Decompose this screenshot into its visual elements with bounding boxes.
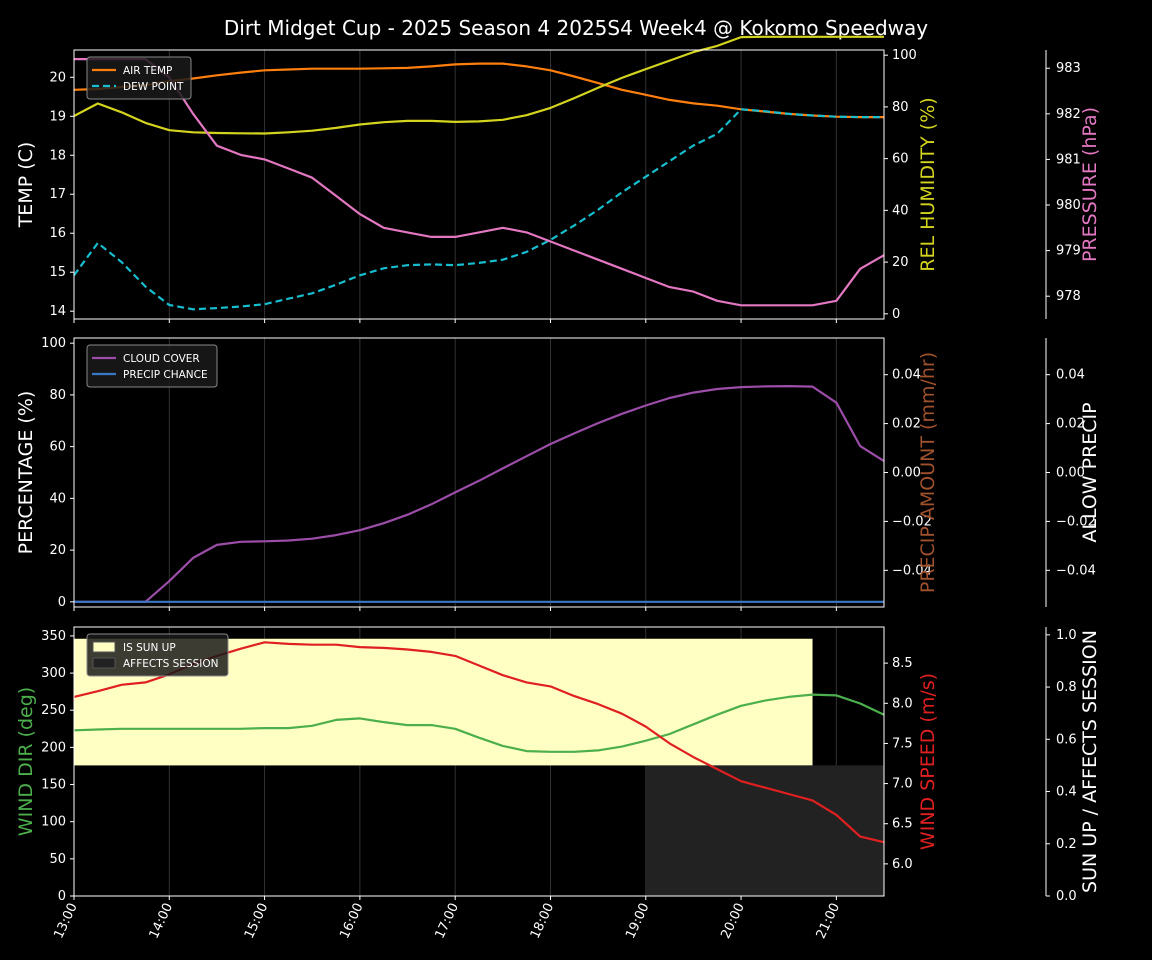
left-tick-label: 60 bbox=[49, 440, 66, 455]
panel-precip: 0 20 40 60 80 100 −0.04 −0.02 0.00 0.02 0.04 −0.04 −… bbox=[15, 336, 1101, 611]
left-tick-label: 150 bbox=[41, 778, 66, 793]
legend-swatch bbox=[92, 657, 116, 669]
legend: CLOUD COVER PRECIP CHANCE bbox=[86, 344, 218, 388]
right2-axis-label: PRESSURE (hPa) bbox=[1079, 107, 1101, 262]
legend-label: DEW POINT bbox=[123, 81, 184, 93]
right-axis-label: PRECIP AMOUNT (mm/hr) bbox=[917, 352, 939, 593]
right2-axis-label: ALLOW PRECIP bbox=[1079, 402, 1101, 542]
left-tick-label: 300 bbox=[41, 666, 66, 681]
right2-axis-label: SUN UP / AFFECTS SESSION bbox=[1079, 630, 1101, 893]
plot-frame bbox=[73, 626, 885, 897]
left-axis-label: TEMP (C) bbox=[15, 142, 37, 229]
right2-tick-label: 0.00 bbox=[1056, 466, 1085, 481]
series-dew-point bbox=[73, 108, 884, 311]
right-tick-label: 7.5 bbox=[892, 736, 913, 751]
right2-tick-label: 0.8 bbox=[1056, 680, 1077, 695]
right-tick-label: 6.0 bbox=[892, 857, 913, 872]
left-tick-label: 19 bbox=[49, 109, 66, 124]
series-pressure bbox=[74, 57, 885, 307]
right-tick-label: 0 bbox=[892, 307, 900, 322]
series-wind-dir bbox=[73, 693, 885, 753]
legend-label: PRECIP CHANCE bbox=[123, 369, 208, 381]
left-tick-label: 100 bbox=[41, 815, 66, 830]
left-tick-label: 40 bbox=[49, 491, 66, 506]
series-rel-humidity bbox=[73, 35, 884, 135]
right2-tick-label: 981 bbox=[1056, 152, 1081, 167]
right2-tick-label: 979 bbox=[1056, 244, 1081, 259]
legend-label: AIR TEMP bbox=[123, 65, 172, 77]
right-tick-label: 7.0 bbox=[892, 777, 913, 792]
legend-box bbox=[86, 633, 229, 677]
right-tick-label: −0.04 bbox=[892, 563, 932, 578]
right-tick-label: 100 bbox=[892, 48, 917, 63]
left-tick-label: 20 bbox=[49, 543, 66, 558]
right2-tick-label: 0.6 bbox=[1056, 732, 1077, 747]
right-tick-label: 0.00 bbox=[892, 466, 921, 481]
left-tick-label: 350 bbox=[41, 629, 66, 644]
right2-tick-label: −0.02 bbox=[1056, 514, 1096, 529]
left-tick-label: 0 bbox=[58, 889, 66, 904]
right-tick-label: 20 bbox=[892, 255, 909, 270]
legend: AIR TEMP DEW POINT bbox=[86, 56, 192, 100]
right2-tick-label: 0.4 bbox=[1056, 785, 1077, 800]
left-tick-label: 14 bbox=[49, 304, 66, 319]
right-tick-label: 0.02 bbox=[892, 417, 921, 432]
right2-tick-label: −0.04 bbox=[1056, 563, 1096, 578]
right2-tick-label: 983 bbox=[1056, 61, 1081, 76]
right-axis-label: REL HUMIDITY (%) bbox=[917, 97, 939, 271]
left-tick-label: 0 bbox=[58, 595, 66, 610]
band-affects-session bbox=[645, 765, 884, 896]
legend-label: AFFECTS SESSION bbox=[123, 658, 219, 670]
legend: IS SUN UP AFFECTS SESSION bbox=[86, 633, 229, 677]
left-tick-label: 16 bbox=[49, 226, 66, 241]
left-axis-label: PERCENTAGE (%) bbox=[15, 391, 37, 555]
legend-label: CLOUD COVER bbox=[123, 353, 200, 365]
panel-wind: 0 50 100 150 200 250 300 350 6.0 6.5 7.0 7.5 8.0 8.5 0… bbox=[15, 626, 1101, 941]
right2-tick-label: 980 bbox=[1056, 198, 1081, 213]
legend-swatch bbox=[92, 641, 116, 653]
right-tick-label: 80 bbox=[892, 100, 909, 115]
series-cloud-cover bbox=[74, 385, 885, 603]
left-tick-label: 100 bbox=[41, 336, 66, 351]
legend-box bbox=[86, 344, 218, 388]
right2-tick-label: 0.02 bbox=[1056, 417, 1085, 432]
legend-box bbox=[86, 56, 192, 100]
right-tick-label: 40 bbox=[892, 203, 909, 218]
left-tick-label: 80 bbox=[49, 388, 66, 403]
right-tick-label: 8.5 bbox=[892, 656, 913, 671]
right2-tick-label: 978 bbox=[1056, 289, 1081, 304]
right-tick-label: 60 bbox=[892, 152, 909, 167]
right-axis-label: WIND SPEED (m/s) bbox=[917, 673, 939, 850]
right-tick-label: −0.02 bbox=[892, 514, 932, 529]
right-tick-label: 8.0 bbox=[892, 696, 913, 711]
right2-tick-label: 982 bbox=[1056, 107, 1081, 122]
left-axis-label: WIND DIR (deg) bbox=[15, 687, 37, 836]
right-tick-label: 6.5 bbox=[892, 817, 913, 832]
right2-tick-label: 0.0 bbox=[1056, 889, 1077, 904]
right-tick-label: 0.04 bbox=[892, 368, 921, 383]
right2-tick-label: 0.04 bbox=[1056, 368, 1085, 383]
left-tick-label: 250 bbox=[41, 703, 66, 718]
left-tick-label: 15 bbox=[49, 265, 66, 280]
legend-label: IS SUN UP bbox=[123, 642, 176, 654]
right2-tick-label: 1.0 bbox=[1056, 628, 1077, 643]
left-tick-label: 200 bbox=[41, 740, 66, 755]
plot-frame bbox=[73, 49, 885, 320]
panel-weather: 14 15 16 17 18 19 20 0 20 40 60 80 100 978 979 980 981 98… bbox=[15, 35, 1101, 323]
left-tick-label: 50 bbox=[49, 852, 66, 867]
left-tick-label: 20 bbox=[49, 70, 66, 85]
left-tick-label: 18 bbox=[49, 148, 66, 163]
right2-tick-label: 0.2 bbox=[1056, 837, 1077, 852]
series-air-temp bbox=[73, 62, 884, 119]
left-tick-label: 17 bbox=[49, 187, 66, 202]
chart-panels: 1415161718192002040608010097897998098198… bbox=[15, 35, 1101, 941]
